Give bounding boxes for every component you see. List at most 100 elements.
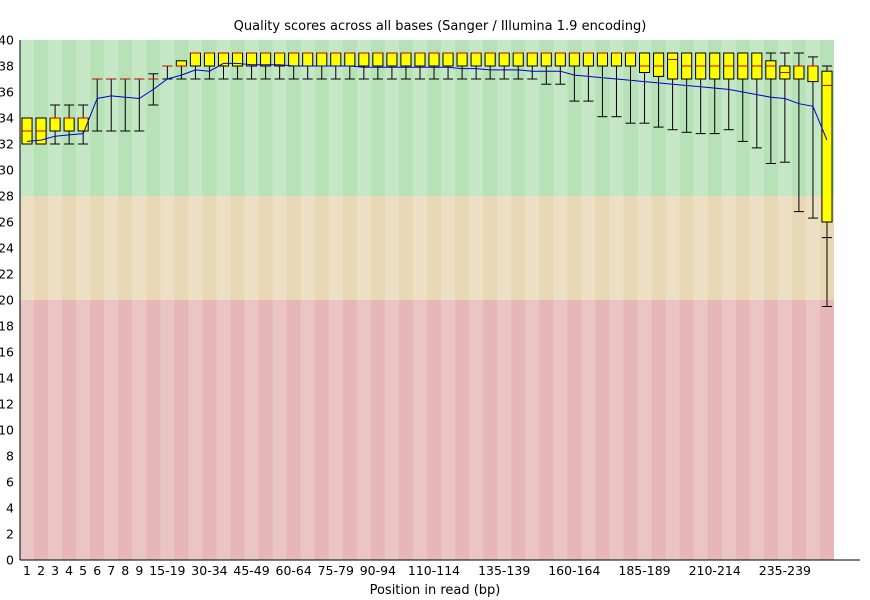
- iqr-box: [316, 52, 328, 67]
- iqr-box: [49, 117, 61, 132]
- box-60-64: [288, 52, 300, 80]
- stripe-24: [356, 40, 371, 560]
- iqr-box: [203, 52, 216, 67]
- chart-title: Quality scores across all bases (Sanger …: [234, 19, 647, 34]
- box-9: [134, 78, 145, 132]
- box-230-234: [765, 52, 777, 164]
- y-tick-label: 24: [0, 241, 14, 256]
- y-tick-label: 10: [0, 423, 14, 438]
- box-95-99: [386, 52, 398, 80]
- box-30-34: [203, 52, 216, 80]
- iqr-box: [470, 52, 482, 67]
- mean-quality-line: [26, 62, 828, 142]
- stripe-44: [637, 40, 652, 560]
- box-6: [92, 78, 103, 132]
- stripe-52: [749, 40, 764, 560]
- box-75-79: [330, 52, 342, 80]
- box-90-94: [372, 52, 384, 80]
- box-20-24: [175, 60, 187, 80]
- iqr-box: [400, 52, 412, 67]
- box-155-159: [554, 52, 566, 85]
- iqr-box: [414, 52, 426, 67]
- y-tick-label: 8: [6, 449, 14, 464]
- stripe-30: [441, 40, 456, 560]
- x-tick-label: 6: [93, 563, 101, 578]
- box-8: [120, 78, 131, 132]
- iqr-box: [386, 52, 398, 67]
- iqr-box: [456, 52, 468, 67]
- stripe-26: [384, 40, 399, 560]
- iqr-box: [568, 52, 580, 67]
- iqr-box: [372, 52, 384, 67]
- y-tick-label: 18: [0, 319, 14, 334]
- iqr-box: [189, 52, 201, 67]
- iqr-box: [302, 52, 314, 67]
- x-tick-label: 210-214: [689, 563, 741, 578]
- y-tick-label: 26: [0, 215, 14, 230]
- quality-band-2: [20, 300, 834, 560]
- stripe-8: [132, 40, 147, 560]
- x-tick-label: 235-239: [759, 563, 811, 578]
- iqr-box: [765, 60, 777, 80]
- box-130-134: [484, 52, 496, 80]
- y-tick-label: 14: [0, 371, 14, 386]
- stripe-2: [48, 40, 63, 560]
- box-170-174: [596, 52, 608, 118]
- stripe-18: [272, 40, 287, 560]
- x-tick-label: 8: [121, 563, 129, 578]
- box-215-219: [723, 52, 735, 131]
- y-tick-label: 0: [6, 553, 14, 568]
- box-220-224: [737, 52, 749, 142]
- iqr-box: [667, 52, 679, 80]
- iqr-box: [554, 52, 566, 67]
- position-stripes: [20, 40, 820, 560]
- iqr-box: [442, 52, 454, 67]
- stripe-50: [721, 40, 736, 560]
- stripe-32: [469, 40, 484, 560]
- x-tick-label: 110-114: [408, 563, 460, 578]
- x-tick-label: 5: [79, 563, 87, 578]
- iqr-box: [498, 52, 510, 67]
- x-tick-label: 9: [135, 563, 143, 578]
- y-tick-label: 6: [6, 475, 14, 490]
- iqr-box: [821, 70, 833, 223]
- box-160-164: [568, 52, 580, 102]
- x-tick-label: 3: [51, 563, 59, 578]
- y-tick-label: 28: [0, 189, 14, 204]
- x-tick-label: 7: [107, 563, 115, 578]
- box-185-189: [638, 52, 651, 124]
- y-tick-label: 32: [0, 137, 14, 152]
- x-tick-label: 2: [37, 563, 45, 578]
- iqr-box: [596, 52, 608, 67]
- iqr-box: [63, 117, 75, 132]
- box-40-44: [231, 52, 244, 80]
- iqr-box: [484, 52, 496, 67]
- x-tick-label: 185-189: [618, 563, 670, 578]
- stripe-40: [581, 40, 596, 560]
- iqr-box: [288, 52, 300, 67]
- iqr-box: [428, 52, 440, 67]
- stripe-36: [525, 40, 540, 560]
- stripe-0: [20, 40, 35, 560]
- x-axis-label: Position in read (bp): [370, 583, 501, 598]
- box-250-251: [821, 65, 833, 239]
- stripe-10: [160, 40, 175, 560]
- box-7: [106, 78, 117, 132]
- x-tick-label: 4: [65, 563, 73, 578]
- box-105-109: [414, 52, 426, 80]
- box-235-239: [779, 52, 791, 163]
- box-35-39: [217, 52, 230, 80]
- stripe-42: [609, 40, 624, 560]
- x-tick-label: 135-139: [478, 563, 530, 578]
- x-tick-label: 45-49: [233, 563, 269, 578]
- box-240-244: [793, 52, 805, 213]
- box-145-149: [526, 52, 538, 80]
- stripe-34: [497, 40, 512, 560]
- stripe-16: [244, 40, 259, 560]
- y-tick-label: 34: [0, 111, 14, 126]
- y-tick-label: 22: [0, 267, 14, 282]
- box-190-194: [653, 52, 665, 128]
